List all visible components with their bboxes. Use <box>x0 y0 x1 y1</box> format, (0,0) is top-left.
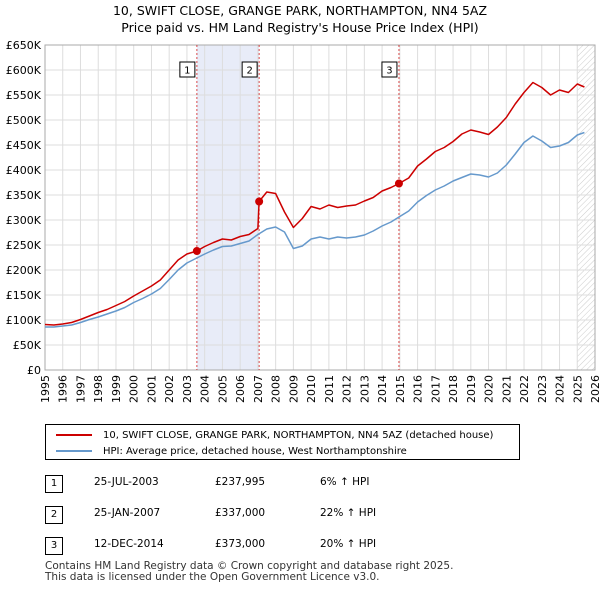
x-tick-label: 2013 <box>358 375 371 403</box>
x-tick-label: 2010 <box>305 375 318 403</box>
x-tick-label: 2007 <box>252 375 265 403</box>
x-tick-label: 2000 <box>128 375 141 403</box>
x-tick-label: 2012 <box>341 375 354 403</box>
x-tick-label: 2016 <box>412 375 425 403</box>
y-tick-label: £200K <box>6 264 42 277</box>
x-tick-label: 2005 <box>216 375 229 403</box>
sale-date: 25-JAN-2007 <box>94 507 161 519</box>
ownership-highlight <box>196 45 260 370</box>
x-tick-label: 1995 <box>39 375 52 403</box>
plot-area <box>45 45 595 370</box>
sale-price: £373,000 <box>215 538 266 550</box>
x-tick-label: 1999 <box>110 375 123 403</box>
legend-swatch-property <box>56 434 92 436</box>
y-tick-label: £300K <box>6 214 42 227</box>
x-tick-label: 2011 <box>323 375 336 403</box>
table-row: 2 25-JAN-2007 £337,000 22% ↑ HPI <box>45 506 465 524</box>
footer-licence: This data is licensed under the Open Gov… <box>45 571 380 583</box>
y-tick-label: £0 <box>27 364 41 377</box>
property-price-line <box>44 81 585 326</box>
x-tick-label: 2023 <box>536 375 549 403</box>
table-row: 3 12-DEC-2014 £373,000 20% ↑ HPI <box>45 537 465 555</box>
sale-marker-label: 2 <box>45 506 63 524</box>
footer-copyright: Contains HM Land Registry data © Crown c… <box>45 560 454 572</box>
legend-item-property: 10, SWIFT CLOSE, GRANGE PARK, NORTHAMPTO… <box>56 427 493 443</box>
footer: Contains HM Land Registry data © Crown c… <box>45 561 453 583</box>
x-tick-label: 1997 <box>74 375 87 403</box>
x-tick-label: 2001 <box>145 375 158 403</box>
x-tick-label: 2002 <box>163 375 176 403</box>
sale-label: 2 <box>246 66 252 77</box>
sale-point <box>255 197 264 206</box>
y-tick-label: £650K <box>6 39 42 52</box>
x-tick-label: 2025 <box>571 375 584 403</box>
y-tick-label: £400K <box>6 164 42 177</box>
sale-label: 3 <box>386 66 392 77</box>
x-tick-label: 2008 <box>270 375 283 403</box>
legend-label-property: 10, SWIFT CLOSE, GRANGE PARK, NORTHAMPTO… <box>103 429 494 441</box>
y-tick-label: £600K <box>6 64 42 77</box>
sale-hpi-delta: 6% ↑ HPI <box>320 476 370 488</box>
x-tick-label: 2024 <box>554 375 567 403</box>
sale-label-box <box>241 61 258 78</box>
x-tick-label: 2017 <box>429 375 442 403</box>
x-tick-label: 2021 <box>500 375 513 403</box>
hpi-line <box>45 131 585 328</box>
x-tick-label: 2009 <box>287 375 300 403</box>
x-tick-label: 2006 <box>234 375 247 403</box>
sale-price: £337,000 <box>215 507 266 519</box>
x-tick-label: 2020 <box>483 375 496 403</box>
x-tick-label: 2003 <box>181 375 194 403</box>
y-tick-label: £500K <box>6 114 42 127</box>
price-chart: £0 £50K £100K £150K £200K £250K £300K £350K £400… <box>6 39 600 403</box>
sale-point <box>192 247 201 256</box>
legend-label-hpi: HPI: Average price, detached house, West… <box>103 445 407 457</box>
y-tick-label: £550K <box>6 89 42 102</box>
chart-title: 10, SWIFT CLOSE, GRANGE PARK, NORTHAMPTO… <box>0 2 600 36</box>
x-tick-label: 2019 <box>465 375 478 403</box>
y-tick-label: £100K <box>6 314 42 327</box>
y-tick-label: £350K <box>6 189 42 202</box>
x-tick-label: 2014 <box>376 375 389 403</box>
sale-label-box <box>381 61 398 78</box>
title-line-2: Price paid vs. HM Land Registry's House … <box>121 20 479 35</box>
sale-label-box <box>179 61 196 78</box>
legend-item-hpi: HPI: Average price, detached house, West… <box>56 443 407 459</box>
sale-date: 25-JUL-2003 <box>94 476 159 488</box>
sale-hpi-delta: 20% ↑ HPI <box>320 538 377 550</box>
y-tick-label: £150K <box>6 289 42 302</box>
sale-hpi-delta: 22% ↑ HPI <box>320 507 377 519</box>
plot-border <box>44 44 596 371</box>
x-tick-label: 2015 <box>394 375 407 403</box>
forecast-region <box>577 45 595 370</box>
x-tick-label: 2026 <box>589 375 600 403</box>
x-tick-label: 2022 <box>518 375 531 403</box>
sale-label: 1 <box>184 66 190 77</box>
y-tick-label: £250K <box>6 239 42 252</box>
y-tick-label: £50K <box>13 339 42 352</box>
sale-marker-label: 3 <box>45 537 63 555</box>
x-tick-label: 1996 <box>57 375 70 403</box>
sale-point <box>394 179 403 188</box>
y-tick-label: £450K <box>6 139 42 152</box>
legend: 10, SWIFT CLOSE, GRANGE PARK, NORTHAMPTO… <box>45 424 520 460</box>
x-tick-label: 2004 <box>199 375 212 403</box>
x-tick-label: 1998 <box>92 375 105 403</box>
sale-price: £237,995 <box>215 476 266 488</box>
table-row: 1 25-JUL-2003 £237,995 6% ↑ HPI <box>45 475 465 493</box>
legend-swatch-hpi <box>56 450 92 452</box>
title-line-1: 10, SWIFT CLOSE, GRANGE PARK, NORTHAMPTO… <box>112 3 488 18</box>
x-tick-label: 2018 <box>447 375 460 403</box>
sale-date: 12-DEC-2014 <box>94 538 164 550</box>
sale-marker-label: 1 <box>45 475 63 493</box>
